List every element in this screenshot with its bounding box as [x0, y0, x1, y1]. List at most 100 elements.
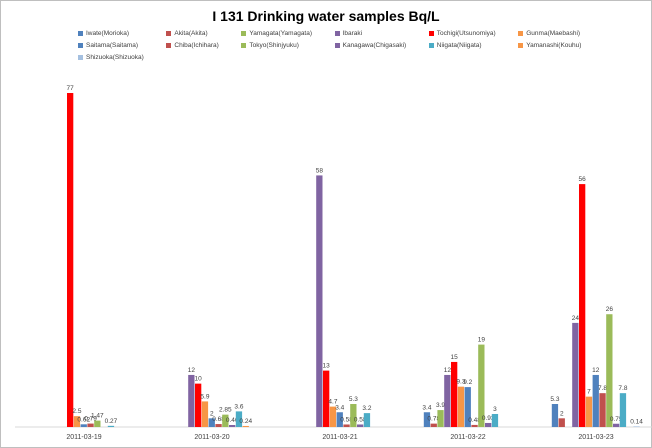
legend-item: Shizuoka(Shizuoka)	[78, 54, 160, 61]
bar	[619, 393, 627, 427]
data-label: 0.58	[340, 416, 353, 423]
x-tick-label: 2011-03-23	[578, 434, 613, 441]
legend-item: Tokyo(Shinjyuku)	[241, 42, 328, 49]
legend-swatch	[428, 31, 434, 36]
legend-swatch	[241, 31, 247, 36]
data-label: 0.58	[354, 416, 367, 423]
bar	[551, 404, 559, 427]
bar	[201, 401, 209, 427]
data-label: 5.3	[550, 396, 559, 403]
x-tick-label: 2011-03-22	[450, 434, 485, 441]
data-label: 12	[444, 367, 452, 374]
bar	[585, 396, 593, 427]
bar	[613, 423, 620, 427]
data-label: 7	[587, 389, 591, 396]
data-label: 9.2	[463, 379, 472, 386]
legend-swatch	[518, 31, 524, 36]
bar	[451, 361, 458, 427]
data-label: 5.9	[200, 393, 209, 400]
bar	[87, 423, 94, 427]
data-label: 0.48	[468, 417, 481, 424]
data-label: 58	[316, 167, 324, 174]
data-label: 3.9	[436, 402, 445, 409]
legend-swatch	[428, 43, 434, 48]
data-label: 19	[478, 337, 486, 344]
bar	[599, 393, 606, 427]
legend-label: Yamagata(Yamagata)	[249, 30, 313, 37]
bar	[430, 423, 437, 427]
data-label: 0.93	[482, 415, 495, 422]
bar	[471, 424, 478, 427]
data-label: 10	[195, 376, 203, 383]
data-label: 0.27	[105, 418, 118, 425]
legend-item: Chiba(Ichihara)	[166, 42, 235, 49]
data-label: 7.8	[598, 385, 607, 392]
legend-label: Kanagawa(Chigasaki)	[342, 42, 407, 49]
bar	[478, 344, 485, 427]
data-label: 2.5	[72, 408, 81, 415]
bar	[94, 420, 101, 427]
bar	[316, 175, 323, 427]
data-label: 12	[592, 367, 600, 374]
chart-title: I 131 Drinking water samples Bq/L	[212, 8, 440, 24]
data-label: 2	[560, 410, 564, 417]
data-label: 0.78	[427, 416, 440, 423]
bar	[188, 374, 195, 427]
data-label: 3.2	[362, 405, 371, 412]
data-label: 9.3	[456, 379, 465, 386]
legend-item: Iwate(Morioka)	[78, 30, 160, 37]
data-label: 0.68	[212, 416, 225, 423]
bar	[329, 406, 337, 427]
bar	[343, 424, 350, 427]
legend-item: Akita(Akita)	[166, 30, 235, 37]
bar	[195, 383, 202, 428]
legend-label: Tochigi(Utsunomiya)	[436, 30, 496, 37]
legend-item: Yamanashi(Kouhu)	[518, 42, 598, 49]
data-label: 0.62	[77, 416, 90, 423]
bar	[633, 426, 640, 427]
data-label: 7.8	[618, 385, 627, 392]
legend-item: Saitama(Saitama)	[78, 42, 160, 49]
data-label: 0.14	[630, 418, 643, 425]
legend-swatch	[518, 43, 524, 48]
data-label: 24	[572, 315, 580, 322]
bar	[457, 386, 465, 427]
data-label: 1.47	[91, 413, 104, 420]
legend-item: Niigata(Niigata)	[428, 42, 512, 49]
legend-item: Kanagawa(Chigasaki)	[334, 42, 423, 49]
data-label: 4.7	[328, 399, 337, 406]
legend-swatch	[78, 55, 83, 60]
bar	[363, 413, 371, 427]
data-label: 26	[606, 306, 614, 313]
legend-item: Yamagata(Yamagata)	[241, 30, 328, 37]
legend-swatch	[241, 43, 247, 48]
legend-swatch	[78, 43, 83, 48]
legend-label: Niigata(Niigata)	[436, 42, 482, 49]
bar	[323, 370, 330, 427]
bar	[350, 404, 357, 427]
data-label: 5.3	[349, 396, 358, 403]
data-label: 56	[579, 176, 587, 183]
bar	[80, 424, 87, 427]
bar	[491, 413, 499, 427]
legend-label: Akita(Akita)	[174, 30, 208, 37]
legend-label: Saitama(Saitama)	[86, 42, 139, 49]
data-label: 0.24	[239, 418, 252, 425]
legend-label: Gunma(Maebashi)	[526, 30, 581, 37]
legend-label: Yamanashi(Kouhu)	[526, 42, 582, 49]
legend-item: Tochigi(Utsunomiya)	[428, 30, 512, 37]
bar	[235, 411, 243, 427]
bar	[464, 387, 471, 428]
data-label: 3.4	[422, 404, 431, 411]
data-label: 0.46	[226, 417, 239, 424]
bar	[606, 314, 613, 428]
legend-item: Gunma(Maebashi)	[518, 30, 598, 37]
bar	[67, 93, 74, 427]
legend-label: Tokyo(Shinjyuku)	[249, 42, 299, 49]
legend-label: Ibaraki	[342, 30, 363, 37]
bar	[208, 418, 215, 427]
bar	[107, 425, 115, 427]
x-tick-label: 2011-03-19	[66, 434, 101, 441]
legend-label: Iwate(Morioka)	[86, 30, 129, 37]
data-label: 77	[67, 85, 75, 92]
